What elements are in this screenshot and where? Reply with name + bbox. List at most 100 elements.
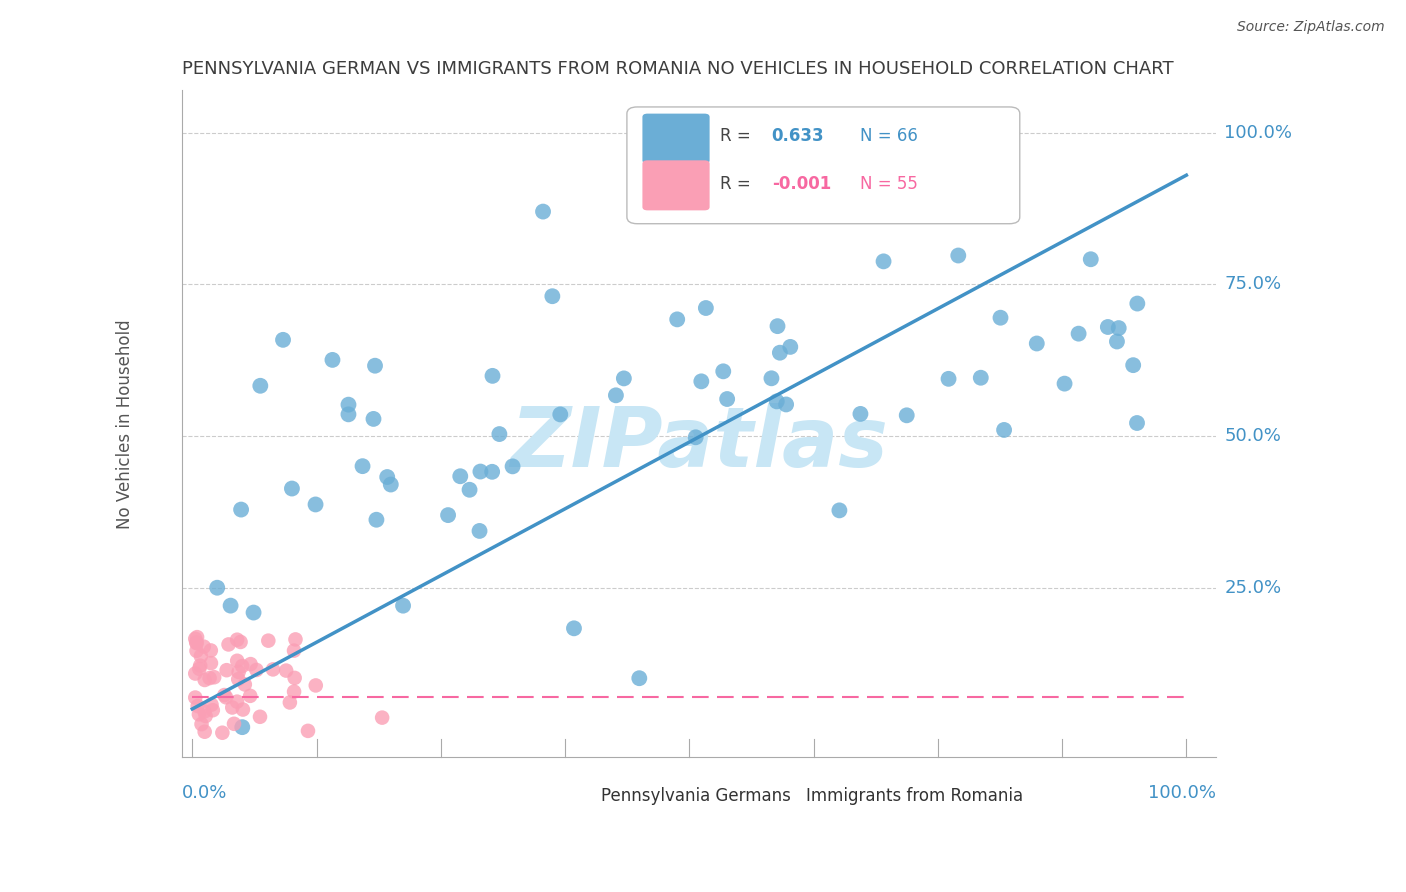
Point bbox=[187, 707, 209, 722]
Point bbox=[1097, 320, 1119, 334]
Point bbox=[938, 372, 960, 386]
Text: Pennsylvania Germans: Pennsylvania Germans bbox=[600, 787, 792, 805]
Point bbox=[502, 459, 524, 474]
FancyBboxPatch shape bbox=[627, 107, 1019, 224]
Point bbox=[215, 663, 238, 677]
Point bbox=[201, 703, 224, 717]
Point bbox=[872, 254, 894, 268]
Point bbox=[198, 671, 221, 685]
FancyBboxPatch shape bbox=[546, 782, 598, 809]
Text: 100.0%: 100.0% bbox=[1149, 784, 1216, 802]
Text: No Vehicles in Household: No Vehicles in Household bbox=[117, 319, 135, 529]
Point bbox=[187, 698, 209, 713]
Point bbox=[229, 635, 252, 649]
Point bbox=[948, 248, 970, 262]
Point bbox=[283, 684, 305, 698]
Point bbox=[193, 640, 215, 654]
Point bbox=[690, 375, 713, 389]
Point bbox=[233, 677, 256, 691]
Point bbox=[283, 643, 305, 657]
Point bbox=[188, 658, 211, 673]
Point bbox=[766, 319, 789, 334]
Point bbox=[262, 662, 284, 676]
Point bbox=[186, 636, 208, 650]
Point bbox=[200, 698, 222, 712]
Point bbox=[202, 670, 225, 684]
Point bbox=[249, 710, 271, 724]
Point bbox=[226, 654, 249, 668]
Point bbox=[194, 673, 217, 687]
Point bbox=[437, 508, 460, 522]
Point bbox=[194, 709, 217, 723]
Point bbox=[392, 599, 415, 613]
Point bbox=[548, 408, 571, 422]
Point bbox=[284, 632, 307, 647]
Point bbox=[1025, 336, 1047, 351]
Point bbox=[488, 427, 510, 442]
Point bbox=[214, 688, 236, 702]
Point bbox=[281, 482, 304, 496]
Point bbox=[186, 630, 208, 644]
Point bbox=[1126, 296, 1149, 310]
Point bbox=[257, 633, 280, 648]
Point bbox=[1122, 358, 1144, 372]
Text: N = 66: N = 66 bbox=[859, 127, 917, 145]
Point bbox=[242, 606, 264, 620]
Point bbox=[761, 371, 783, 385]
Point bbox=[849, 407, 872, 421]
Point bbox=[990, 310, 1012, 325]
Point bbox=[628, 671, 651, 685]
Point bbox=[481, 368, 503, 383]
Point bbox=[1108, 321, 1130, 335]
Point bbox=[1067, 326, 1090, 341]
Point bbox=[297, 723, 319, 738]
Point bbox=[613, 371, 636, 385]
Point bbox=[205, 581, 228, 595]
Point bbox=[779, 340, 801, 354]
Text: 0.633: 0.633 bbox=[772, 127, 824, 145]
Text: 50.0%: 50.0% bbox=[1225, 427, 1281, 445]
Point bbox=[215, 690, 238, 705]
Point bbox=[363, 412, 385, 426]
Point bbox=[695, 301, 717, 315]
Point bbox=[186, 635, 208, 649]
Point bbox=[828, 503, 851, 517]
Text: Immigrants from Romania: Immigrants from Romania bbox=[806, 787, 1024, 805]
Text: PENNSYLVANIA GERMAN VS IMMIGRANTS FROM ROMANIA NO VEHICLES IN HOUSEHOLD CORRELAT: PENNSYLVANIA GERMAN VS IMMIGRANTS FROM R… bbox=[183, 60, 1174, 78]
Point bbox=[993, 423, 1015, 437]
Point bbox=[531, 204, 554, 219]
Point bbox=[194, 724, 217, 739]
Point bbox=[321, 352, 343, 367]
Point bbox=[239, 657, 262, 672]
Point bbox=[218, 637, 240, 651]
Point bbox=[200, 656, 222, 670]
Point bbox=[276, 664, 298, 678]
Point bbox=[769, 345, 792, 359]
Point bbox=[541, 289, 564, 303]
Text: 25.0%: 25.0% bbox=[1225, 579, 1281, 597]
Point bbox=[449, 469, 471, 483]
Point bbox=[380, 477, 402, 491]
Point bbox=[190, 649, 212, 664]
Point bbox=[226, 695, 249, 709]
Point bbox=[562, 621, 585, 635]
Point bbox=[375, 470, 398, 484]
Point bbox=[371, 711, 394, 725]
Point bbox=[1053, 376, 1076, 391]
Point bbox=[305, 678, 328, 692]
Point bbox=[228, 665, 250, 679]
Point bbox=[685, 430, 707, 444]
Point bbox=[337, 398, 360, 412]
Point bbox=[458, 483, 481, 497]
Point bbox=[364, 359, 387, 373]
Point bbox=[470, 465, 492, 479]
Point bbox=[1126, 416, 1149, 430]
Point bbox=[271, 333, 294, 347]
Text: Source: ZipAtlas.com: Source: ZipAtlas.com bbox=[1237, 20, 1385, 34]
Point bbox=[184, 666, 207, 681]
Text: R =: R = bbox=[720, 175, 751, 193]
Text: 0.0%: 0.0% bbox=[183, 784, 228, 802]
Point bbox=[468, 524, 491, 538]
Point bbox=[716, 392, 738, 406]
Point bbox=[352, 459, 374, 474]
